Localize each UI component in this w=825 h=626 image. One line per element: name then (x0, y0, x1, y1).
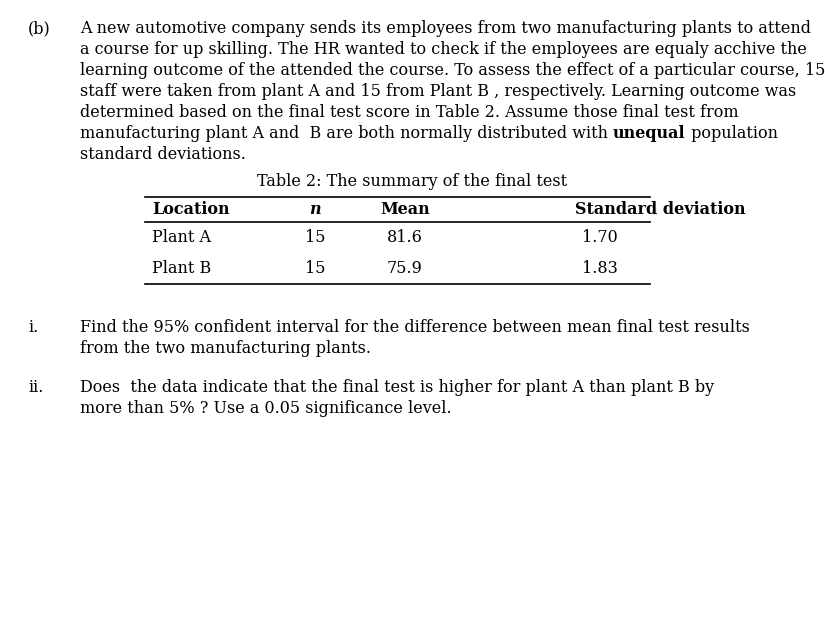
Text: determined based on the final test score in Table 2. Assume those final test fro: determined based on the final test score… (80, 104, 738, 121)
Text: population: population (686, 125, 778, 142)
Text: unequal: unequal (613, 125, 686, 142)
Text: standard deviations.: standard deviations. (80, 146, 246, 163)
Text: from the two manufacturing plants.: from the two manufacturing plants. (80, 340, 371, 357)
Text: n: n (309, 201, 321, 218)
Text: a course for up skilling. The HR wanted to check if the employees are equaly acc: a course for up skilling. The HR wanted … (80, 41, 807, 58)
Text: i.: i. (28, 319, 38, 336)
Text: Location: Location (152, 201, 229, 218)
Text: (b): (b) (28, 20, 51, 37)
Text: ii.: ii. (28, 379, 44, 396)
Text: staff were taken from plant A and 15 from Plant B , respectively. Learning outco: staff were taken from plant A and 15 fro… (80, 83, 796, 100)
Text: Plant B: Plant B (152, 260, 211, 277)
Text: Mean: Mean (380, 201, 430, 218)
Text: 1.70: 1.70 (582, 229, 618, 246)
Text: Does  the data indicate that the final test is higher for plant A than plant B b: Does the data indicate that the final te… (80, 379, 714, 396)
Text: Standard deviation: Standard deviation (575, 201, 746, 218)
Text: more than 5% ? Use a 0.05 significance level.: more than 5% ? Use a 0.05 significance l… (80, 400, 451, 417)
Text: manufacturing plant A and  B are both normally distributed with: manufacturing plant A and B are both nor… (80, 125, 613, 142)
Text: Table 2: The summary of the final test: Table 2: The summary of the final test (257, 173, 568, 190)
Text: A new automotive company sends its employees from two manufacturing plants to at: A new automotive company sends its emplo… (80, 20, 811, 37)
Text: 81.6: 81.6 (387, 229, 423, 246)
Text: 15: 15 (304, 260, 325, 277)
Text: Find the 95% confident interval for the difference between mean final test resul: Find the 95% confident interval for the … (80, 319, 750, 336)
Text: Plant A: Plant A (152, 229, 211, 246)
Text: 15: 15 (304, 229, 325, 246)
Text: 75.9: 75.9 (387, 260, 423, 277)
Text: 1.83: 1.83 (582, 260, 618, 277)
Text: learning outcome of the attended the course. To assess the effect of a particula: learning outcome of the attended the cou… (80, 62, 825, 79)
